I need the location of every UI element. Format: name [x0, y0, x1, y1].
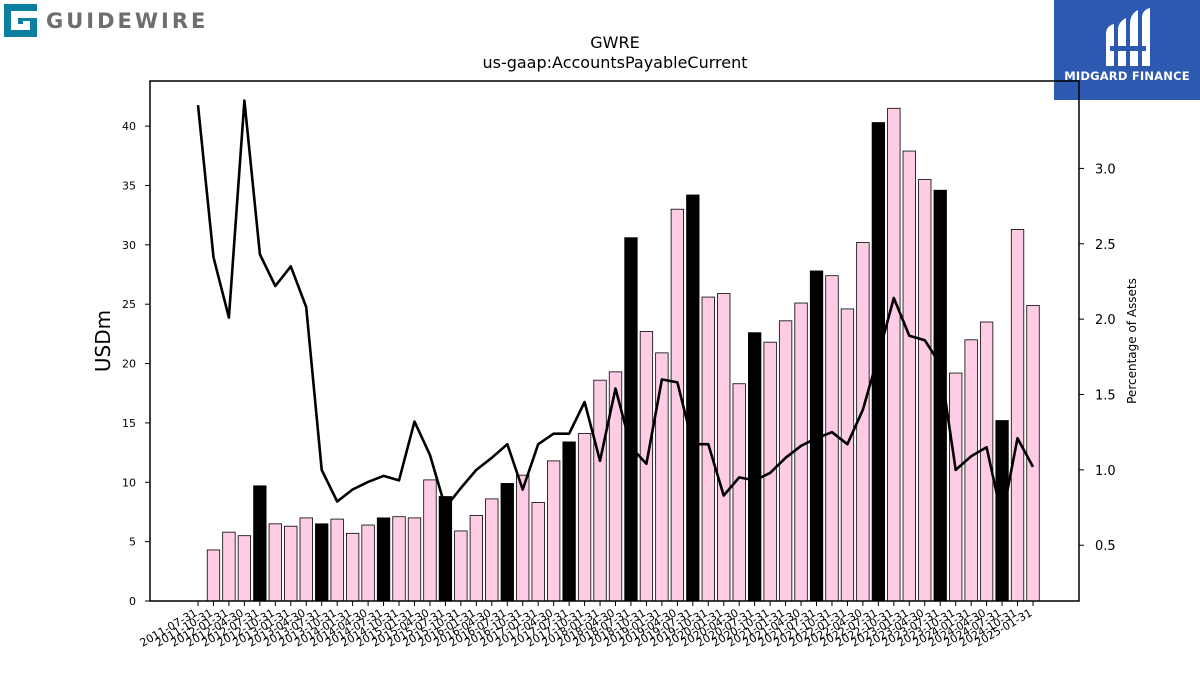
- bar: [825, 275, 839, 602]
- bar: [546, 460, 561, 602]
- bar: [423, 479, 437, 602]
- bar: [454, 530, 468, 602]
- y2-axis-label: Percentage of Assets: [1125, 278, 1139, 404]
- bar: [686, 194, 700, 602]
- bar-series: [206, 107, 1040, 602]
- bar: [577, 433, 592, 602]
- y2-tick-label: 0.5: [1095, 539, 1116, 554]
- x-axis-ticks: 2011-07-312011-10-312012-01-312012-04-30…: [138, 601, 1035, 650]
- left-axis-ticks: 0 5 10 15 20 25 30 35 40: [122, 120, 150, 608]
- bar: [268, 523, 282, 602]
- bar: [701, 296, 715, 602]
- bar: [639, 331, 654, 602]
- bar: [1026, 304, 1040, 602]
- bar: [438, 496, 453, 602]
- chart-title: GWRE: [590, 33, 639, 52]
- bar: [500, 483, 514, 602]
- bar: [794, 302, 808, 602]
- line-series-layer: [196, 99, 1035, 520]
- bar: [624, 237, 638, 602]
- bar: [995, 420, 1009, 602]
- guidewire-wordmark: GUIDEWIRE: [46, 9, 209, 33]
- plot-frame: [149, 80, 1080, 602]
- bar: [949, 372, 963, 602]
- line-series: [196, 99, 1035, 520]
- y2-tick-label: 1.0: [1095, 464, 1116, 479]
- bar: [918, 179, 932, 602]
- bar: [531, 502, 545, 602]
- bar: [253, 485, 267, 602]
- y-tick-label: 20: [122, 358, 136, 371]
- bar: [392, 516, 406, 602]
- bar: [516, 474, 530, 602]
- y-axis-label: USDm: [91, 310, 115, 372]
- y-tick-label: 0: [129, 595, 136, 608]
- bar: [284, 525, 298, 602]
- bar: [655, 352, 669, 602]
- y2-tick-label: 3.0: [1095, 162, 1116, 177]
- y-tick-label: 30: [122, 239, 136, 252]
- guidewire-g-icon: [4, 4, 37, 37]
- y-tick-label: 35: [122, 179, 136, 192]
- bar: [717, 293, 731, 602]
- right-axis-ticks: 0.5 1.0 1.5 2.0 2.5 3.0: [1079, 162, 1116, 554]
- midgard-finance-wordmark: MIDGARD FINANCE: [1064, 69, 1190, 83]
- bar: [299, 517, 313, 602]
- y-tick-label: 25: [122, 298, 136, 311]
- bar: [840, 308, 855, 602]
- bar: [732, 383, 746, 602]
- bar: [469, 515, 483, 602]
- bar: [237, 535, 252, 602]
- bar: [206, 549, 221, 602]
- bar: [902, 150, 916, 602]
- bar: [562, 441, 576, 602]
- bar: [964, 339, 978, 602]
- bar: [593, 379, 607, 602]
- midgard-finance-logo: MIDGARD FINANCE: [1054, 0, 1200, 100]
- bar: [361, 524, 375, 602]
- bar: [1010, 229, 1025, 602]
- bar: [748, 332, 762, 602]
- bar: [330, 518, 344, 602]
- y-tick-label: 40: [122, 120, 136, 133]
- y-tick-label: 5: [129, 536, 136, 549]
- y-tick-label: 10: [122, 476, 136, 489]
- y2-tick-label: 2.5: [1095, 238, 1116, 253]
- bar: [871, 122, 886, 602]
- bar: [315, 523, 329, 602]
- y2-tick-label: 2.0: [1095, 313, 1116, 328]
- bar: [345, 532, 360, 602]
- y2-tick-label: 1.5: [1095, 389, 1116, 404]
- chart-subtitle: us-gaap:AccountsPayableCurrent: [482, 53, 747, 72]
- y-tick-label: 15: [122, 417, 136, 430]
- bar: [407, 517, 422, 602]
- bar: [222, 531, 236, 602]
- bar: [376, 517, 391, 602]
- bar: [485, 498, 499, 602]
- guidewire-logo: [4, 4, 37, 37]
- bar: [887, 107, 901, 602]
- midgard-m-icon: [1106, 8, 1150, 66]
